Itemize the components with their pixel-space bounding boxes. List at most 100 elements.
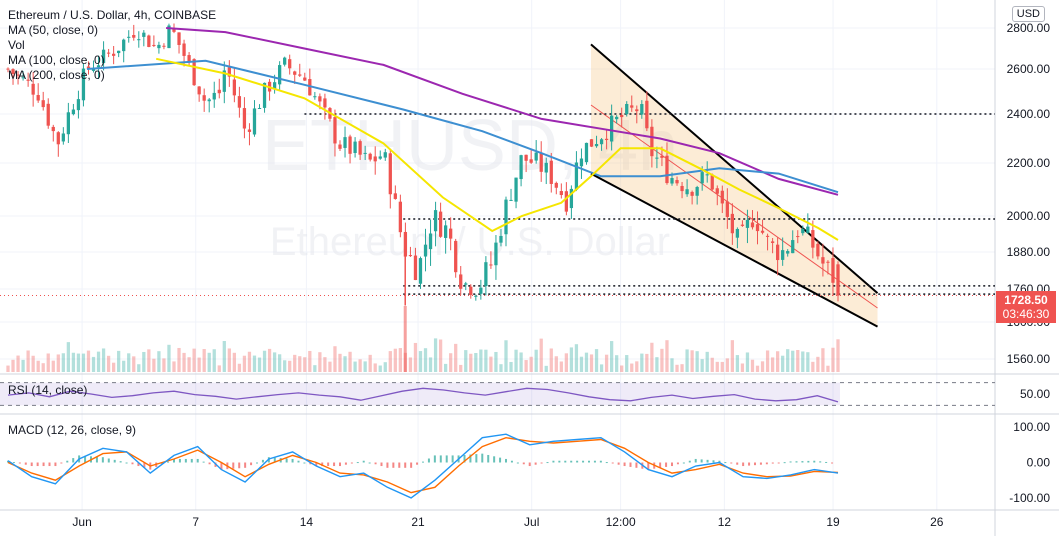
volume-bar xyxy=(197,357,201,372)
macd-histogram-bar xyxy=(576,460,579,463)
volume-bar xyxy=(670,358,674,372)
macd-histogram-bar xyxy=(671,462,673,467)
volume-legend[interactable]: Vol xyxy=(8,38,25,52)
candle-body xyxy=(690,191,694,196)
volume-bar xyxy=(338,353,342,372)
candle-body xyxy=(670,178,674,184)
candle-body xyxy=(589,139,594,147)
candle-body xyxy=(192,59,196,86)
volume-bar xyxy=(413,342,418,372)
macd-title: MACD (12, 26, close, 9) xyxy=(8,423,136,437)
volume-bar xyxy=(247,351,252,372)
candle-body xyxy=(504,199,508,235)
macd-signal-line xyxy=(7,436,839,494)
descending-channel[interactable] xyxy=(590,43,879,328)
macd-histogram-bar xyxy=(801,461,804,463)
macd-histogram-bar xyxy=(706,459,709,463)
ma100-legend[interactable]: MA (100, close, 0) xyxy=(8,53,105,67)
candle-body xyxy=(363,152,367,154)
volume-bar xyxy=(484,349,488,372)
time-axis[interactable]: Jun 7 14 21 Jul 12:00 12 19 26 xyxy=(72,515,943,529)
macd-histogram-bar xyxy=(516,462,519,464)
currency-button[interactable]: USD xyxy=(1011,6,1045,22)
volume-bar xyxy=(755,365,760,372)
candle-body xyxy=(544,162,548,173)
macd-histogram-bar xyxy=(807,460,810,463)
candle-body xyxy=(811,230,815,248)
macd-histogram-bar xyxy=(427,458,430,463)
macd-histogram-bar xyxy=(605,462,608,464)
chart-legend: Ethereum / U.S. Dollar, 4h, COINBASE MA … xyxy=(8,8,216,83)
candle-body xyxy=(293,71,297,75)
candle-body xyxy=(836,264,840,296)
volume-bar xyxy=(489,356,493,372)
volume-bar xyxy=(117,350,121,372)
volume-bar xyxy=(479,349,483,372)
volume-bar xyxy=(645,353,649,372)
candle-body xyxy=(152,44,156,46)
volume-bar xyxy=(313,365,317,372)
macd-histogram-bar xyxy=(522,462,525,465)
candle-body xyxy=(26,79,30,81)
macd-histogram-bar xyxy=(546,462,549,464)
volume-bar xyxy=(650,342,654,372)
candle-body xyxy=(41,100,45,108)
volume-bar xyxy=(539,338,543,372)
volume-bar xyxy=(760,361,765,372)
volume-bar xyxy=(514,349,518,372)
candle-body xyxy=(21,77,25,79)
macd-histogram-bar xyxy=(137,462,140,467)
macd-histogram-bar xyxy=(12,462,15,464)
macd-histogram-bar xyxy=(730,462,733,464)
candle-body xyxy=(730,213,734,234)
candle-body xyxy=(524,154,528,161)
candle-body xyxy=(710,174,714,190)
candle-body xyxy=(640,104,644,115)
volume-bar xyxy=(81,353,86,372)
ma200-legend[interactable]: MA (200, close, 0) xyxy=(8,68,105,82)
macd-histogram-bar xyxy=(220,462,223,470)
candle-body xyxy=(283,57,287,65)
price-axis[interactable]: 2800.00 2600.00 2400.00 2200.00 2000.00 1880.… xyxy=(1007,21,1051,505)
candle-body xyxy=(574,162,579,190)
price-tick-label: 2800.00 xyxy=(1007,21,1051,35)
volume-bar xyxy=(187,357,191,372)
candle-body xyxy=(484,262,488,287)
volume-bar xyxy=(353,361,357,372)
candle-body xyxy=(740,224,745,226)
volume-bar xyxy=(272,352,277,372)
current-price: 1728.50 xyxy=(1004,293,1048,307)
rsi-tick-label: 50.00 xyxy=(1020,387,1050,401)
candle-body xyxy=(630,105,634,108)
moving-averages xyxy=(86,27,839,241)
ma50-legend[interactable]: MA (50, close, 0) xyxy=(8,23,99,37)
macd-histogram-bar xyxy=(564,460,567,463)
macd-histogram-bar xyxy=(125,462,128,464)
macd-histogram-bar xyxy=(694,458,697,463)
candle-body xyxy=(610,115,614,142)
volume-bar xyxy=(393,348,397,372)
candle-body xyxy=(539,153,543,172)
volume-bar xyxy=(791,350,795,372)
macd-histogram-bar xyxy=(374,462,377,465)
volume-bar xyxy=(96,351,101,372)
volume-bar xyxy=(11,359,15,372)
candle-body xyxy=(232,79,236,96)
macd-histogram-bar xyxy=(593,460,596,463)
candle-body xyxy=(358,141,362,155)
macd-histogram-bar xyxy=(499,457,502,463)
candle-body xyxy=(599,139,604,145)
candle-body xyxy=(534,152,538,161)
volume-bar xyxy=(76,353,81,372)
candle-body xyxy=(122,39,126,52)
candle-body xyxy=(373,156,377,162)
macd-histogram-bar xyxy=(742,462,745,467)
volume-bar xyxy=(831,347,835,372)
candle-body xyxy=(71,109,76,115)
volume-bar xyxy=(524,360,528,372)
volume-bar xyxy=(147,349,151,372)
volume-bar xyxy=(51,360,55,372)
symbol-title[interactable]: Ethereum / U.S. Dollar, 4h, COINBASE xyxy=(8,8,217,22)
volume-bar xyxy=(529,356,533,372)
